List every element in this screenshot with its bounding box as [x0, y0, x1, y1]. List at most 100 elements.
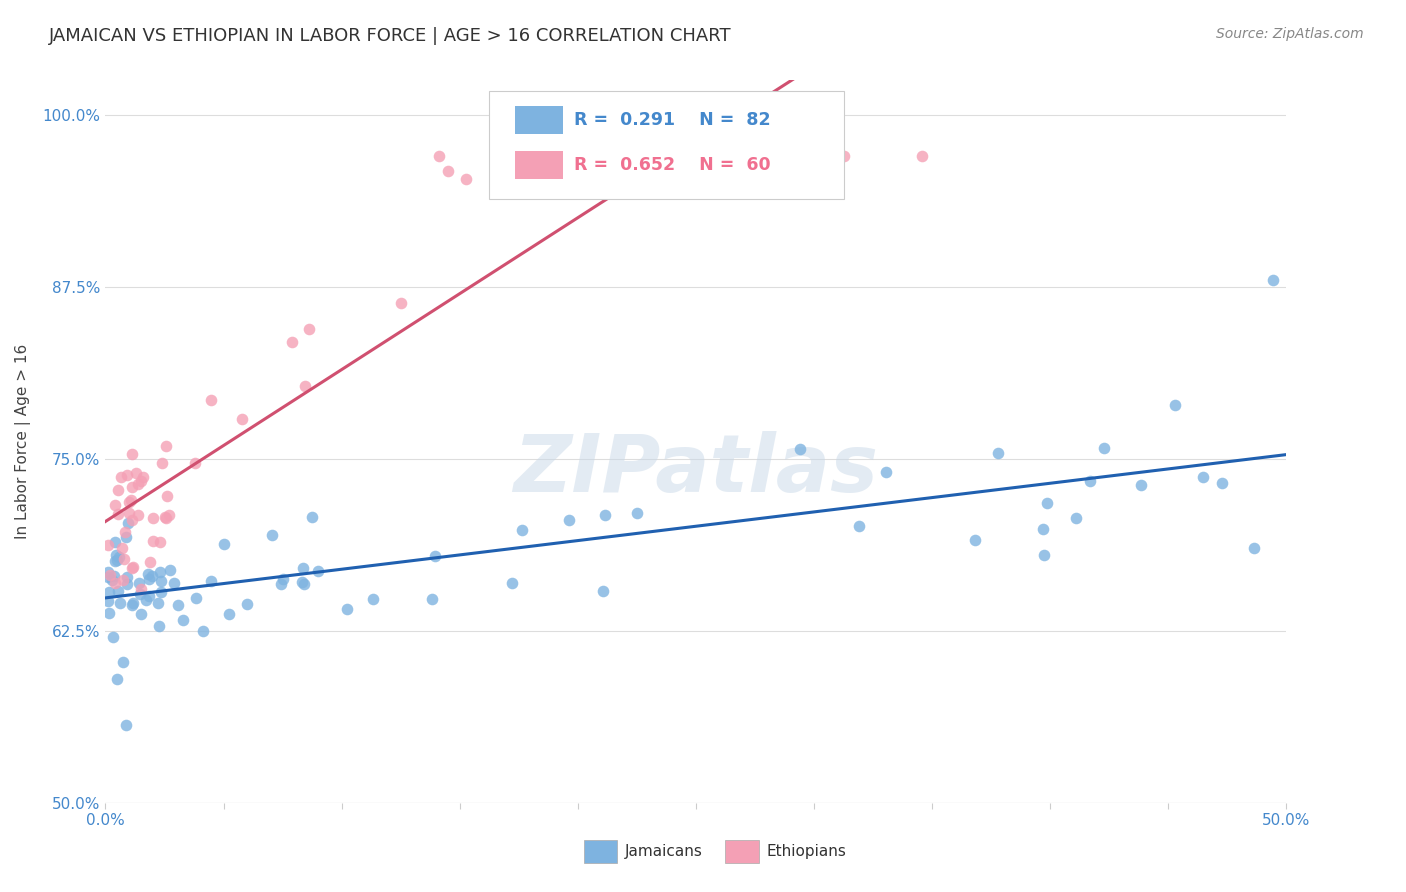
Point [184, 456, 207, 470]
Point [97, 538, 120, 552]
Point [149, 534, 172, 549]
Point [911, 149, 934, 163]
Point [128, 587, 150, 601]
Point [427, 149, 450, 163]
Point [1033, 549, 1056, 563]
Point [167, 598, 190, 612]
Point [114, 718, 136, 732]
Point [832, 149, 855, 163]
Point [150, 584, 173, 599]
Text: Source: ZipAtlas.com: Source: ZipAtlas.com [1216, 27, 1364, 41]
Point [848, 519, 870, 533]
Point [150, 457, 173, 471]
Point [654, 149, 676, 163]
Point [456, 172, 478, 186]
Point [987, 446, 1010, 460]
Point [118, 495, 141, 509]
Point [1192, 469, 1215, 483]
Text: R =  0.291    N =  82: R = 0.291 N = 82 [574, 111, 770, 129]
Point [111, 541, 134, 555]
Point [501, 575, 523, 590]
Point [155, 511, 177, 525]
Point [200, 574, 222, 588]
Point [1163, 398, 1185, 412]
Point [827, 149, 849, 163]
Point [121, 447, 143, 461]
Point [132, 470, 155, 484]
Point [554, 149, 576, 163]
Point [281, 335, 304, 350]
Point [640, 149, 662, 163]
Point [104, 553, 127, 567]
Point [336, 602, 359, 616]
Point [212, 537, 235, 551]
Point [294, 577, 316, 591]
Point [294, 378, 316, 392]
Point [186, 591, 208, 606]
Point [200, 393, 222, 408]
Text: Ethiopians: Ethiopians [766, 844, 846, 859]
Point [1064, 511, 1087, 525]
Point [647, 149, 669, 163]
Point [291, 560, 314, 574]
Point [1243, 541, 1265, 556]
Point [172, 613, 194, 627]
Point [98, 584, 121, 599]
Point [121, 480, 143, 494]
Point [120, 492, 142, 507]
Point [127, 508, 149, 522]
Point [110, 470, 132, 484]
FancyBboxPatch shape [583, 839, 617, 863]
Point [121, 598, 143, 612]
Point [97, 565, 120, 579]
Text: R =  0.652    N =  60: R = 0.652 N = 60 [574, 156, 770, 174]
Point [875, 465, 897, 479]
Point [155, 439, 177, 453]
Point [301, 510, 323, 524]
Point [695, 149, 717, 163]
Point [139, 555, 162, 569]
Point [510, 524, 533, 538]
Point [128, 576, 150, 591]
Y-axis label: In Labor Force | Age > 16: In Labor Force | Age > 16 [15, 344, 31, 539]
Point [574, 149, 596, 163]
Point [108, 596, 131, 610]
Point [1211, 476, 1233, 491]
Point [97, 570, 120, 584]
Point [136, 567, 159, 582]
Point [100, 573, 122, 587]
Point [117, 516, 139, 530]
Point [437, 164, 460, 178]
Point [107, 483, 129, 498]
FancyBboxPatch shape [725, 839, 759, 863]
Point [363, 591, 385, 606]
Point [142, 510, 165, 524]
Point [122, 596, 145, 610]
Text: ZIPatlas: ZIPatlas [513, 432, 879, 509]
FancyBboxPatch shape [515, 106, 562, 134]
Point [149, 574, 172, 588]
Point [112, 573, 135, 587]
FancyBboxPatch shape [489, 91, 844, 200]
Point [157, 508, 180, 523]
Point [127, 477, 149, 491]
Point [118, 506, 141, 520]
Point [271, 572, 294, 586]
Point [159, 563, 181, 577]
Point [121, 513, 143, 527]
Point [307, 564, 329, 578]
Point [508, 149, 530, 163]
Point [141, 534, 163, 549]
Point [148, 596, 170, 610]
Point [156, 489, 179, 503]
Point [1094, 441, 1116, 455]
Point [270, 577, 292, 591]
Point [138, 573, 160, 587]
Point [298, 321, 321, 335]
Point [112, 552, 135, 566]
Point [115, 570, 138, 584]
Point [104, 498, 127, 512]
Point [107, 553, 129, 567]
Point [148, 618, 170, 632]
Point [115, 530, 138, 544]
